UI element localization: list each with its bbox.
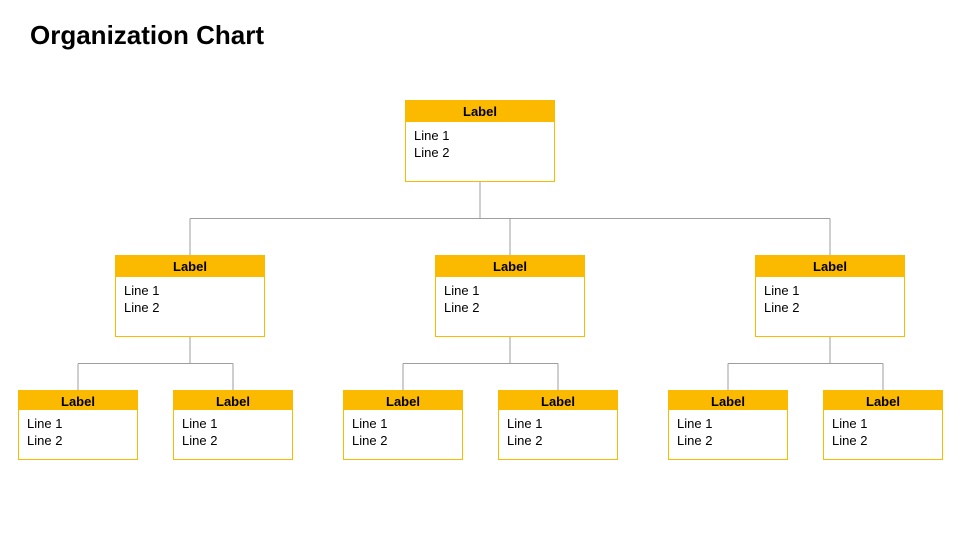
page-title: Organization Chart [30, 20, 264, 51]
org-node-l2-2-line2: Line 2 [764, 300, 896, 317]
org-node-l2-0-line2: Line 2 [124, 300, 256, 317]
org-node-l2-2-line1: Line 1 [764, 283, 896, 300]
org-node-l2-1-label: Label [435, 255, 585, 277]
org-node-l3-4-line1: Line 1 [677, 416, 779, 433]
org-node-root-body: Line 1Line 2 [405, 122, 555, 182]
org-node-l3-1-body: Line 1Line 2 [173, 410, 293, 460]
org-node-l2-0: LabelLine 1Line 2 [115, 255, 265, 337]
org-node-l3-1: LabelLine 1Line 2 [173, 390, 293, 460]
org-node-l2-2-body: Line 1Line 2 [755, 277, 905, 337]
org-node-l3-1-line1: Line 1 [182, 416, 284, 433]
org-node-l3-4: LabelLine 1Line 2 [668, 390, 788, 460]
org-node-l2-2-label: Label [755, 255, 905, 277]
org-node-l2-0-line1: Line 1 [124, 283, 256, 300]
org-node-l3-5-body: Line 1Line 2 [823, 410, 943, 460]
org-node-l3-5-line1: Line 1 [832, 416, 934, 433]
org-node-l3-5: LabelLine 1Line 2 [823, 390, 943, 460]
org-node-l3-1-line2: Line 2 [182, 433, 284, 450]
org-node-l2-2: LabelLine 1Line 2 [755, 255, 905, 337]
org-node-l3-3: LabelLine 1Line 2 [498, 390, 618, 460]
org-node-l3-0-body: Line 1Line 2 [18, 410, 138, 460]
org-node-root-line2: Line 2 [414, 145, 546, 162]
org-node-root: LabelLine 1Line 2 [405, 100, 555, 182]
org-node-l3-5-line2: Line 2 [832, 433, 934, 450]
org-node-l3-3-label: Label [498, 390, 618, 410]
org-node-l2-1-line2: Line 2 [444, 300, 576, 317]
org-node-l3-2-line1: Line 1 [352, 416, 454, 433]
org-node-l3-3-line1: Line 1 [507, 416, 609, 433]
org-node-l3-1-label: Label [173, 390, 293, 410]
org-node-l3-2-line2: Line 2 [352, 433, 454, 450]
org-node-l3-4-body: Line 1Line 2 [668, 410, 788, 460]
org-node-l2-1: LabelLine 1Line 2 [435, 255, 585, 337]
org-node-l2-0-body: Line 1Line 2 [115, 277, 265, 337]
org-node-l2-1-line1: Line 1 [444, 283, 576, 300]
org-node-l3-0-line1: Line 1 [27, 416, 129, 433]
org-node-l3-4-line2: Line 2 [677, 433, 779, 450]
org-node-l3-2-label: Label [343, 390, 463, 410]
org-node-l3-4-label: Label [668, 390, 788, 410]
org-node-l2-0-label: Label [115, 255, 265, 277]
org-node-root-line1: Line 1 [414, 128, 546, 145]
org-node-l3-2-body: Line 1Line 2 [343, 410, 463, 460]
org-node-l3-0-label: Label [18, 390, 138, 410]
org-node-l3-5-label: Label [823, 390, 943, 410]
org-node-l3-3-body: Line 1Line 2 [498, 410, 618, 460]
org-node-l3-0-line2: Line 2 [27, 433, 129, 450]
org-node-l2-1-body: Line 1Line 2 [435, 277, 585, 337]
org-node-l3-2: LabelLine 1Line 2 [343, 390, 463, 460]
org-node-l3-0: LabelLine 1Line 2 [18, 390, 138, 460]
org-node-l3-3-line2: Line 2 [507, 433, 609, 450]
org-node-root-label: Label [405, 100, 555, 122]
